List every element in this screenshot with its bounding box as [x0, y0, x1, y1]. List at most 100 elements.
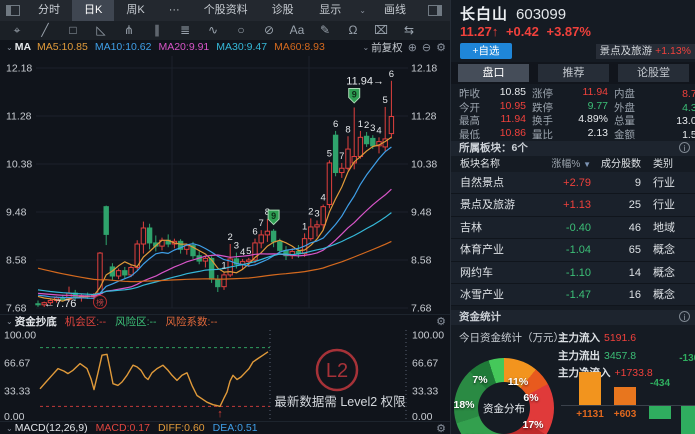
crosshair-icon[interactable]: ⌖: [13, 23, 21, 37]
panel-tabs: 盘口 推荐 论股堂: [451, 62, 695, 84]
zoom-in-icon[interactable]: ⊕: [407, 41, 417, 54]
subchart-title[interactable]: 资金抄底: [14, 316, 57, 328]
fund-bar: [579, 372, 601, 405]
svg-text:0.00: 0.00: [4, 411, 25, 421]
tab-个股资料[interactable]: 个股资料: [203, 4, 248, 16]
svg-text:0.00: 0.00: [412, 411, 433, 421]
adjust-mode-dropdown[interactable]: 前复权: [371, 41, 403, 54]
text-tool-icon[interactable]: Aa: [289, 23, 305, 37]
ma-value-label: MA60:8.93: [274, 41, 325, 53]
panel-tab-论股堂[interactable]: 论股堂: [618, 64, 689, 82]
gear-icon[interactable]: ⚙: [436, 41, 446, 54]
candlestick-chart[interactable]: 12.18 12.18 11.28 11.28 10.38 10.38 9.48 9.48 8.…: [0, 54, 450, 314]
ma-collapse-icon[interactable]: ⌄: [6, 42, 13, 52]
channel-icon[interactable]: ⊘: [263, 23, 275, 37]
svg-text:10.38: 10.38: [411, 159, 437, 171]
sector-change: -1.10: [565, 266, 591, 279]
collapse-right-panel-icon[interactable]: [428, 5, 442, 16]
brush-icon[interactable]: ✎: [319, 23, 331, 37]
sector-row[interactable]: 吉林 -0.40 46 地域: [451, 216, 695, 240]
add-watchlist-button[interactable]: +自选: [460, 43, 512, 59]
quote-cell: 内盘 8.70万: [614, 86, 695, 100]
quote-label: 最高: [459, 115, 480, 127]
quote-value: 1.51亿: [682, 128, 695, 141]
info-icon[interactable]: i: [679, 311, 690, 322]
zoom-out-icon[interactable]: ⊖: [421, 41, 432, 54]
macd-indicator-label[interactable]: MACD(12,26,9): [14, 422, 88, 434]
svg-text:1: 1: [358, 119, 363, 130]
tab-···[interactable]: ···: [168, 4, 180, 16]
svg-text:3: 3: [370, 123, 375, 134]
magnet-icon[interactable]: Ω: [348, 23, 358, 37]
svg-text:1: 1: [302, 221, 307, 232]
quote-cell: 涨停 11.94: [532, 86, 614, 100]
sector-change: -0.40: [565, 221, 591, 234]
svg-text:5: 5: [383, 95, 388, 106]
sector-row[interactable]: 景点及旅游 +1.13 25 行业: [451, 194, 695, 217]
quote-label: 总量: [614, 115, 635, 127]
quote-cell: 跌停 9.77: [532, 100, 614, 114]
quote-label: 换手: [532, 115, 553, 127]
pie-slice-label: 11%: [507, 376, 529, 388]
sector-chip[interactable]: 景点及旅游 +1.13%: [595, 44, 695, 59]
pie-center-label: 资金分布: [478, 382, 530, 434]
ma-value-label: MA30:9.47: [216, 41, 268, 53]
quote-value: 4.89%: [578, 113, 608, 125]
sector-row[interactable]: 网约车 -1.10 14 概念: [451, 261, 695, 284]
fund-flow-value: +1733.8: [614, 367, 653, 379]
fund-section-header: 资金统计 i: [451, 310, 695, 325]
collapse-left-panel-icon[interactable]: [6, 5, 20, 16]
gear-icon[interactable]: ⚙: [436, 316, 446, 328]
quote-cell: 总量 13.03万: [614, 113, 695, 127]
bar-axis: [561, 405, 695, 406]
ma-values: MA5:10.85 MA10:10.62 MA20:9.91 MA30:9.47 MA6…: [37, 41, 332, 53]
fund-summary-label: 今日资金统计（万元）：: [459, 332, 570, 344]
chevron-down-icon: ⌄: [362, 42, 370, 52]
sector-type: 概念: [653, 244, 675, 257]
tab-分时[interactable]: 分时: [38, 4, 60, 16]
column-header-sort[interactable]: 涨幅% ▼: [551, 159, 591, 170]
ma-info-bar: ⌄ MA MA5:10.85 MA10:10.62 MA20:9.91 MA30:9.…: [0, 40, 450, 54]
info-icon[interactable]: i: [679, 142, 690, 153]
quote-panel: 长白山 603099 11.27↑ +0.42 +3.87% +自选 景点及旅游 +…: [450, 0, 695, 434]
quote-cell: 最低 10.86: [459, 127, 532, 141]
sector-row[interactable]: 体育产业 -1.04 65 概念: [451, 239, 695, 262]
ellipse-icon[interactable]: ○: [237, 23, 245, 37]
rectangle-icon[interactable]: □: [69, 23, 77, 37]
sector-change: +1.13: [563, 199, 591, 212]
sector-row[interactable]: 冰雪产业 -1.47 16 概念: [451, 283, 695, 307]
column-header: 成分股数: [601, 159, 641, 170]
column-header: 类别: [653, 159, 673, 170]
fund-indicator-chart[interactable]: 100.00 100.00 66.67 66.67 33.33 33.33 0.00 0.00…: [0, 328, 450, 422]
tab-诊股[interactable]: 诊股: [271, 4, 294, 16]
fib-timezone-icon[interactable]: ∥: [154, 23, 160, 37]
horizontal-line-icon[interactable]: ≣: [179, 23, 191, 37]
tab-日K[interactable]: 日K: [72, 0, 115, 21]
quote-value: 10.85: [499, 86, 526, 98]
ma-value-label: MA20:9.91: [158, 41, 210, 53]
display-dropdown[interactable]: 显示: [319, 4, 342, 16]
svg-text:5: 5: [327, 148, 332, 159]
panel-tab-盘口[interactable]: 盘口: [458, 64, 529, 82]
subchart-collapse-icon[interactable]: ⌄: [6, 317, 13, 326]
fund-flow-value: 5191.6: [604, 332, 637, 344]
splitter-icon[interactable]: ⇆: [403, 23, 415, 37]
sector-name: 体育产业: [460, 244, 504, 257]
gear-icon[interactable]: ⚙: [436, 422, 446, 434]
quote-value: 9.77: [587, 99, 608, 112]
gann-fan-icon[interactable]: ◺: [96, 23, 106, 37]
draw-line-button[interactable]: 画线: [384, 4, 406, 16]
svg-text:2: 2: [228, 232, 233, 243]
fund-flow-line: 主力流入 5191.6: [558, 330, 653, 345]
sector-count: 16: [628, 288, 641, 301]
trash-icon[interactable]: ⌧: [374, 23, 388, 37]
trendline-icon[interactable]: ╱: [41, 23, 49, 37]
tab-周K[interactable]: 周K: [126, 4, 145, 16]
panel-tab-推荐[interactable]: 推荐: [538, 64, 609, 82]
wave-icon[interactable]: ∿: [207, 23, 219, 37]
sector-row[interactable]: 自然景点 +2.79 9 行业: [451, 172, 695, 195]
svg-text:2: 2: [364, 120, 369, 131]
pitchfork-icon[interactable]: ⋔: [123, 23, 135, 37]
macd-collapse-icon[interactable]: ⌄: [6, 423, 13, 433]
sector-count: 46: [628, 221, 641, 234]
